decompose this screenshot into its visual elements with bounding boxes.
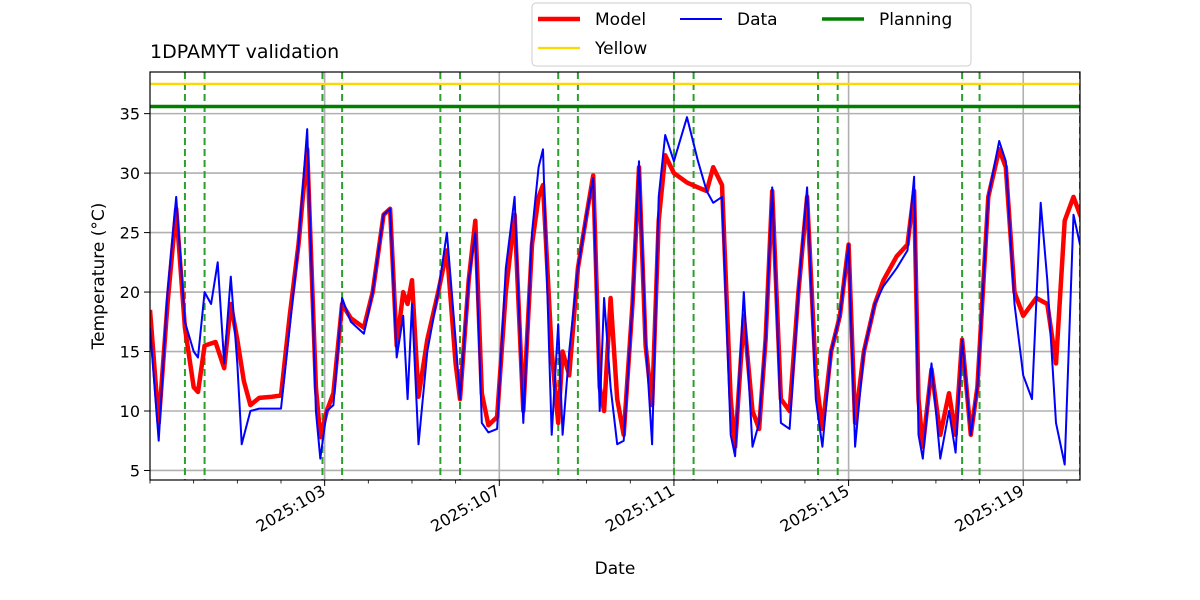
x-axis: 2025:103 2025:107 2025:111 2025:115 2025:119 bbox=[149, 480, 1068, 536]
x-axis-title: Date bbox=[595, 559, 636, 579]
x-tick-label: 2025:115 bbox=[777, 481, 853, 536]
legend-label-planning: Planning bbox=[879, 10, 952, 30]
x-tick-label: 2025:103 bbox=[253, 481, 329, 536]
legend: Model Data Planning Yellow bbox=[531, 2, 972, 67]
x-tick-label: 2025:111 bbox=[602, 481, 678, 536]
series-data-line bbox=[150, 116, 1080, 466]
y-tick-label: 35 bbox=[120, 105, 140, 124]
y-tick-label: 10 bbox=[120, 402, 140, 421]
series-lines bbox=[150, 82, 1080, 466]
x-tick-label: 2025:107 bbox=[427, 481, 503, 536]
series-model-line bbox=[150, 147, 1080, 449]
legend-label-data: Data bbox=[737, 10, 778, 30]
y-axis-title: Temperature (°C) bbox=[89, 203, 109, 351]
legend-label-model: Model bbox=[595, 10, 646, 30]
plot-frame bbox=[149, 71, 1081, 481]
chart-title: 1DPAMYT validation bbox=[150, 41, 339, 63]
legend-label-yellow: Yellow bbox=[594, 39, 647, 59]
y-axis: 5 10 15 20 25 30 35 bbox=[120, 105, 150, 480]
y-tick-label: 15 bbox=[120, 343, 140, 362]
y-tick-label: 25 bbox=[120, 224, 140, 243]
y-tick-label: 20 bbox=[120, 283, 140, 302]
x-tick-label: 2025:119 bbox=[951, 481, 1027, 536]
y-tick-label: 5 bbox=[130, 461, 140, 480]
y-tick-label: 30 bbox=[120, 164, 140, 183]
